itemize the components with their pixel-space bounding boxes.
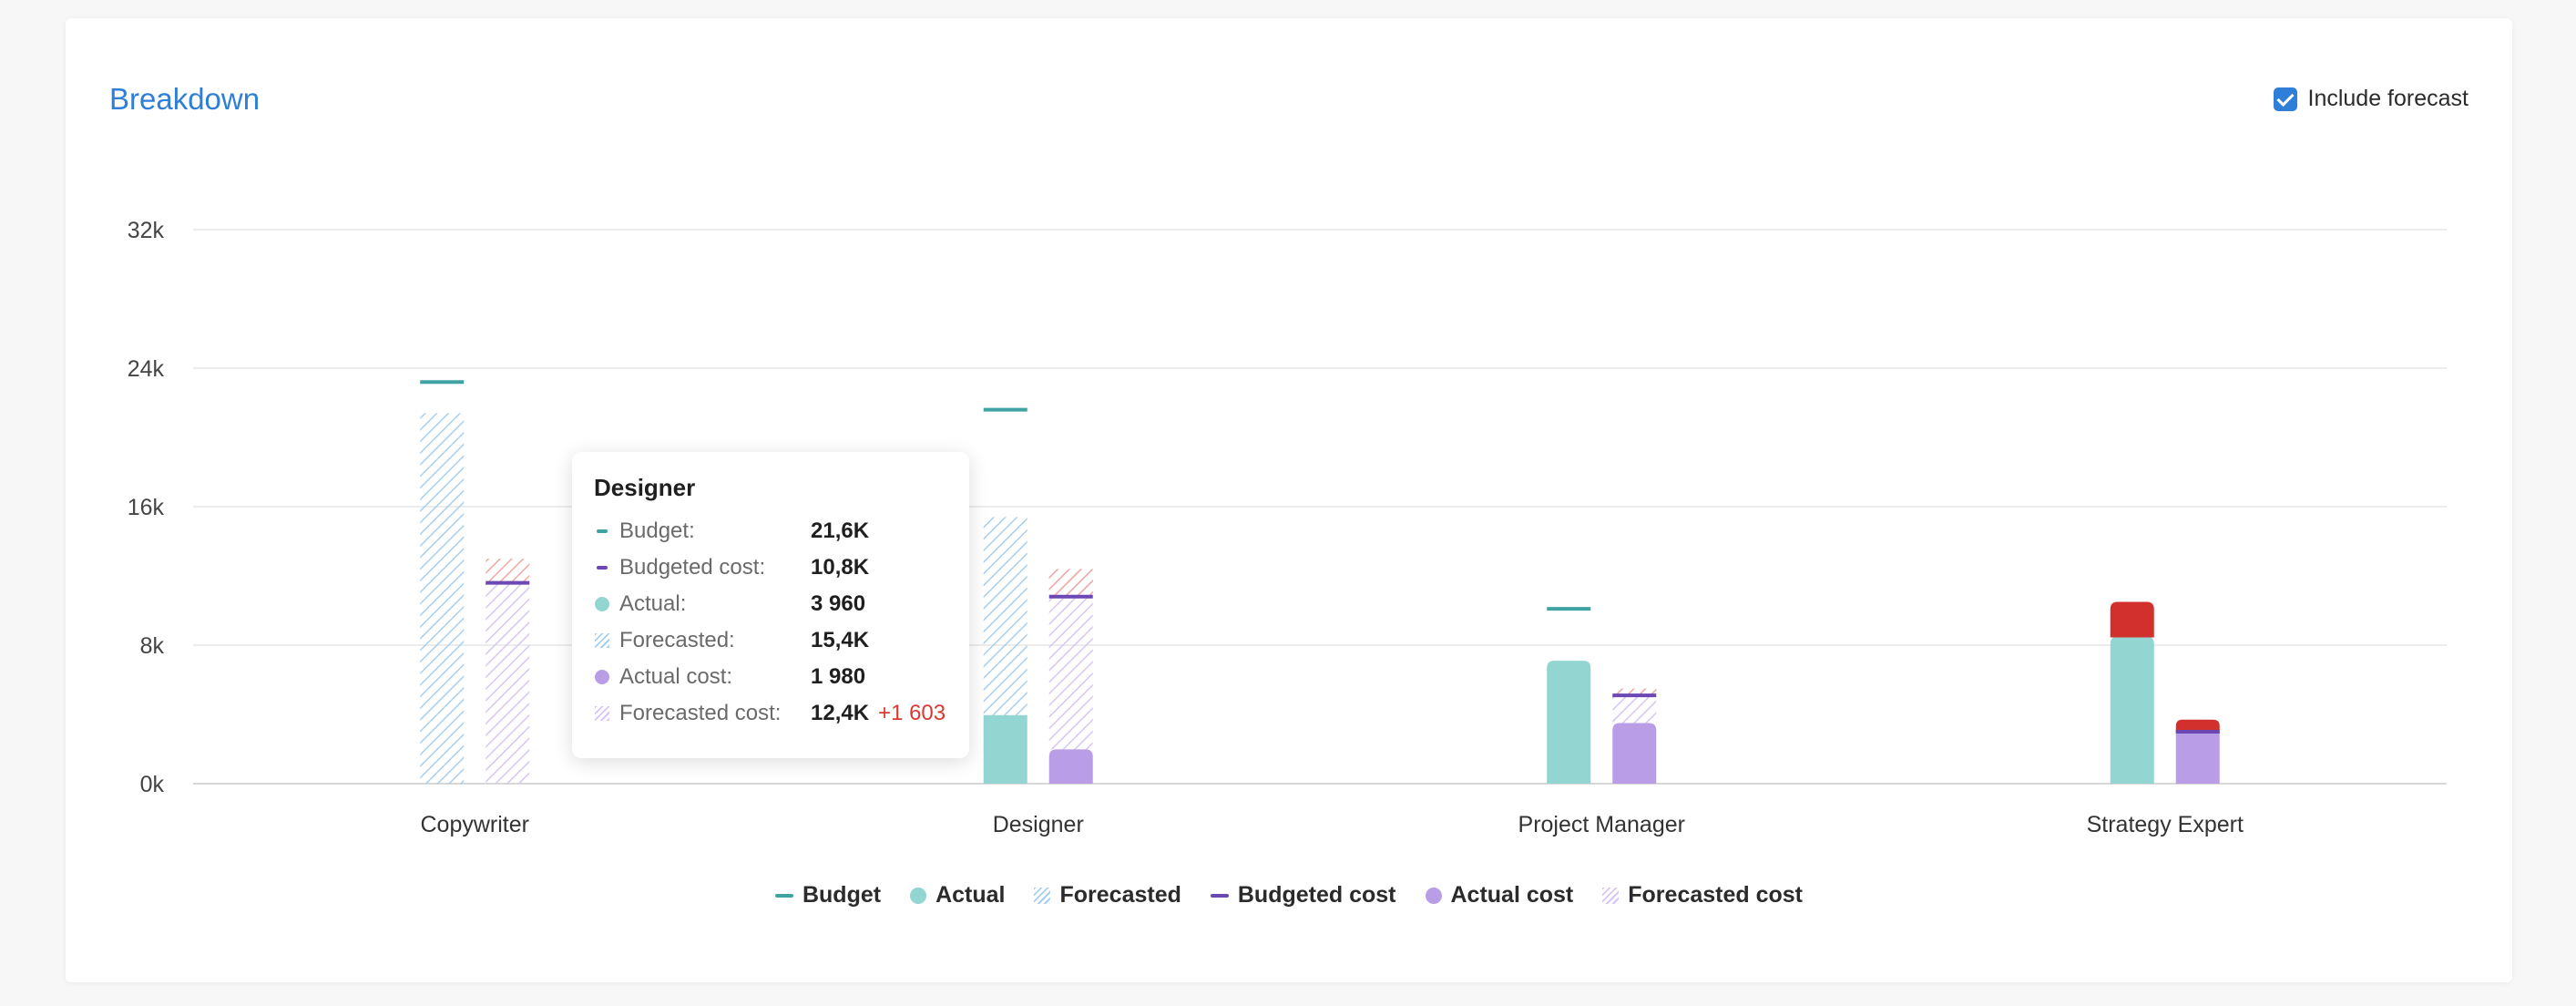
- include-forecast-toggle[interactable]: Include forecast: [2273, 86, 2469, 112]
- x-category-label: Project Manager: [1518, 812, 1685, 837]
- tooltip-value: 15,4K: [811, 628, 870, 652]
- include-forecast-checkbox[interactable]: [2273, 87, 2297, 111]
- tooltip-label: Budget:: [619, 518, 695, 543]
- legend-label: Forecasted cost: [1628, 882, 1804, 908]
- tooltip-swatch: [594, 596, 610, 612]
- tooltip-swatch: [594, 705, 610, 722]
- budget-overrun-bar[interactable]: [2110, 601, 2154, 638]
- y-tick-label: 24k: [128, 356, 165, 382]
- tooltip-row: Actual: 3 960: [594, 586, 947, 622]
- legend-line-icon: [597, 566, 608, 570]
- tooltip-row: Forecasted: 15,4K: [594, 622, 947, 659]
- tooltip-swatch: [594, 559, 610, 576]
- legend-item[interactable]: Actual cost: [1425, 882, 1574, 908]
- tooltip-swatch: [594, 669, 610, 685]
- legend-item[interactable]: Forecasted cost: [1602, 882, 1803, 908]
- legend-item[interactable]: Actual: [910, 882, 1005, 908]
- actual-cost-bar[interactable]: [2175, 732, 2220, 784]
- y-tick-label: 16k: [128, 495, 165, 520]
- breakdown-chart: 0k 8k 16k 24k 32k Copywriter Designer Project M…: [128, 218, 2447, 837]
- legend-line-icon: [597, 529, 608, 533]
- legend-hatch-icon: [1602, 887, 1620, 904]
- x-category-label: Designer: [993, 812, 1084, 837]
- actual-bar[interactable]: [1547, 661, 1591, 784]
- tooltip-value: 3 960: [811, 591, 866, 616]
- tooltip-row: Budgeted cost: 10,8K: [594, 549, 947, 586]
- legend-item[interactable]: Budget: [774, 882, 882, 908]
- y-tick-label: 8k: [140, 633, 165, 659]
- legend-dot-icon: [595, 597, 609, 611]
- tooltip-row: Actual cost: 1 980: [594, 659, 947, 695]
- actual-bar[interactable]: [983, 714, 1027, 784]
- actual-cost-bar[interactable]: [1612, 723, 1657, 785]
- legend-label: Forecasted: [1059, 882, 1181, 908]
- chart-legend: Budget Actual Forecasted Budgeted cost Actua…: [66, 882, 2512, 908]
- x-category-label: Strategy Expert: [2087, 812, 2244, 837]
- x-category-label: Copywriter: [421, 812, 529, 837]
- card-title: Breakdown: [109, 82, 261, 116]
- legend-dot-icon: [910, 887, 927, 904]
- legend-label: Actual: [935, 882, 1006, 908]
- y-tick-label: 0k: [140, 772, 165, 797]
- legend-line-icon: [1210, 893, 1229, 898]
- legend-label: Actual cost: [1450, 882, 1574, 908]
- tooltip-swatch: [594, 632, 610, 649]
- legend-hatch-icon: [595, 706, 609, 721]
- cost-overrun-bar[interactable]: [1612, 688, 1657, 696]
- breakdown-card: Breakdown Include forecast 0k 8k 16k 24k 32k…: [66, 18, 2512, 982]
- legend-dot-icon: [1425, 887, 1442, 904]
- tooltip-overrun-value: +1 603: [878, 701, 946, 725]
- tooltip-value: 10,8K: [811, 555, 870, 580]
- legend-item[interactable]: Budgeted cost: [1210, 882, 1396, 908]
- tooltip-row: Forecasted cost: 12,4K +1 603: [594, 695, 947, 732]
- tooltip-title: Designer: [594, 474, 696, 501]
- forecasted-bar[interactable]: [983, 517, 1027, 715]
- tooltip-value: 1 980: [811, 664, 866, 689]
- legend-hatch-icon: [1034, 887, 1051, 904]
- legend-label: Budget: [802, 882, 882, 908]
- cost-overrun-bar[interactable]: [1048, 569, 1093, 597]
- forecasted-bar[interactable]: [420, 413, 465, 784]
- include-forecast-label: Include forecast: [2307, 86, 2469, 111]
- tooltip-label: Budgeted cost:: [619, 555, 766, 580]
- tooltip-row: Budget: 21,6K: [594, 513, 947, 549]
- tooltip-label: Actual cost:: [619, 664, 733, 689]
- tooltip-label: Forecasted cost:: [619, 701, 782, 725]
- legend-dot-icon: [595, 670, 609, 684]
- forecasted-cost-bar[interactable]: [486, 582, 530, 784]
- legend-hatch-icon: [595, 633, 609, 648]
- chart-tooltip: Designer Budget: 21,6K Budgeted cost: 10,8K…: [572, 452, 969, 758]
- tooltip-swatch: [594, 523, 610, 539]
- forecasted-cost-bar[interactable]: [1048, 569, 1093, 750]
- cost-overrun-bar[interactable]: [2175, 719, 2220, 733]
- legend-item[interactable]: Forecasted: [1034, 882, 1181, 908]
- y-tick-label: 32k: [128, 218, 165, 243]
- tooltip-label: Actual:: [619, 591, 687, 616]
- tooltip-label: Forecasted:: [619, 628, 735, 652]
- tooltip-value: 21,6K: [811, 518, 870, 543]
- actual-cost-bar[interactable]: [1048, 749, 1093, 784]
- cost-overrun-bar[interactable]: [486, 559, 530, 583]
- tooltip-value: 12,4K: [811, 701, 870, 725]
- actual-bar[interactable]: [2110, 636, 2154, 785]
- legend-label: Budgeted cost: [1237, 882, 1396, 908]
- legend-line-icon: [774, 893, 793, 898]
